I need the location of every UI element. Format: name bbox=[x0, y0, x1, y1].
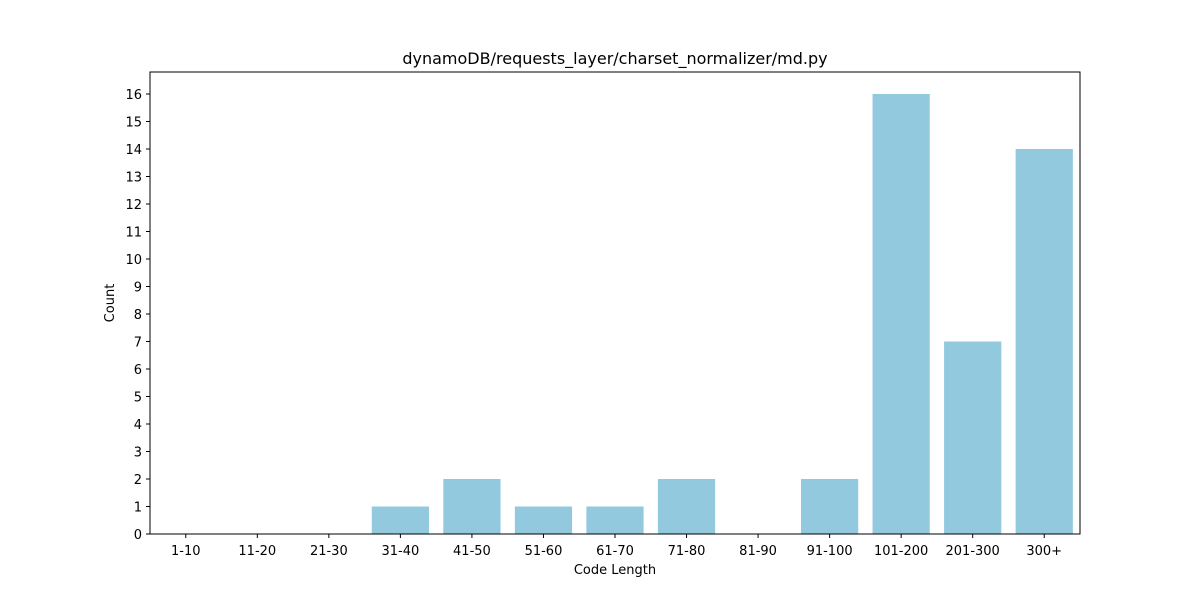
x-tick-label: 300+ bbox=[1026, 544, 1062, 559]
y-tick-label: 0 bbox=[134, 528, 142, 543]
x-tick-label: 51-60 bbox=[525, 544, 563, 559]
y-tick-label: 2 bbox=[134, 473, 142, 488]
y-tick-label: 5 bbox=[134, 391, 142, 406]
bar-71-80 bbox=[657, 479, 716, 534]
bar-91-100 bbox=[801, 479, 859, 534]
bars-layer bbox=[371, 94, 1073, 534]
x-tick-label: 21-30 bbox=[310, 544, 348, 559]
y-axis-label: Count bbox=[103, 284, 118, 323]
y-tick-label: 6 bbox=[134, 363, 142, 378]
y-tick-label: 9 bbox=[134, 281, 142, 296]
y-tick-label: 10 bbox=[125, 253, 142, 268]
x-axis-label: Code Length bbox=[574, 563, 656, 578]
y-tick-label: 15 bbox=[125, 116, 142, 131]
y-tick-label: 8 bbox=[134, 308, 142, 323]
x-axis: 1-10 11-20 21-30 31-40 41-50 51-60 61-70 71-80 8… bbox=[171, 534, 1062, 559]
bar-41-50 bbox=[443, 479, 501, 534]
x-tick-label: 1-10 bbox=[171, 544, 201, 559]
y-tick-label: 16 bbox=[125, 88, 142, 103]
y-tick-label: 7 bbox=[134, 336, 142, 351]
x-tick-label: 31-40 bbox=[381, 544, 419, 559]
x-tick-label: 201-300 bbox=[946, 544, 1000, 559]
plot-frame bbox=[149, 71, 1081, 535]
bar-201-300 bbox=[944, 341, 1002, 534]
bar-51-60 bbox=[514, 506, 573, 534]
x-tick-label: 91-100 bbox=[807, 544, 853, 559]
y-tick-label: 13 bbox=[125, 171, 142, 186]
bar-61-70 bbox=[586, 506, 644, 534]
y-tick-label: 1 bbox=[134, 501, 142, 516]
y-tick-label: 11 bbox=[125, 226, 142, 241]
bar-31-40 bbox=[371, 506, 429, 534]
bar-101-200 bbox=[872, 94, 930, 534]
x-tick-label: 101-200 bbox=[874, 544, 928, 559]
x-tick-label: 41-50 bbox=[453, 544, 491, 559]
y-tick-label: 14 bbox=[125, 143, 142, 158]
y-tick-label: 3 bbox=[134, 446, 142, 461]
x-tick-label: 11-20 bbox=[238, 544, 276, 559]
x-tick-label: 61-70 bbox=[596, 544, 634, 559]
x-tick-label: 71-80 bbox=[668, 544, 706, 559]
y-tick-label: 12 bbox=[125, 198, 142, 213]
bar-300+ bbox=[1015, 149, 1073, 534]
chart-title: dynamoDB/requests_layer/charset_normaliz… bbox=[402, 49, 827, 69]
x-tick-label: 81-90 bbox=[739, 544, 777, 559]
y-tick-label: 4 bbox=[134, 418, 142, 433]
